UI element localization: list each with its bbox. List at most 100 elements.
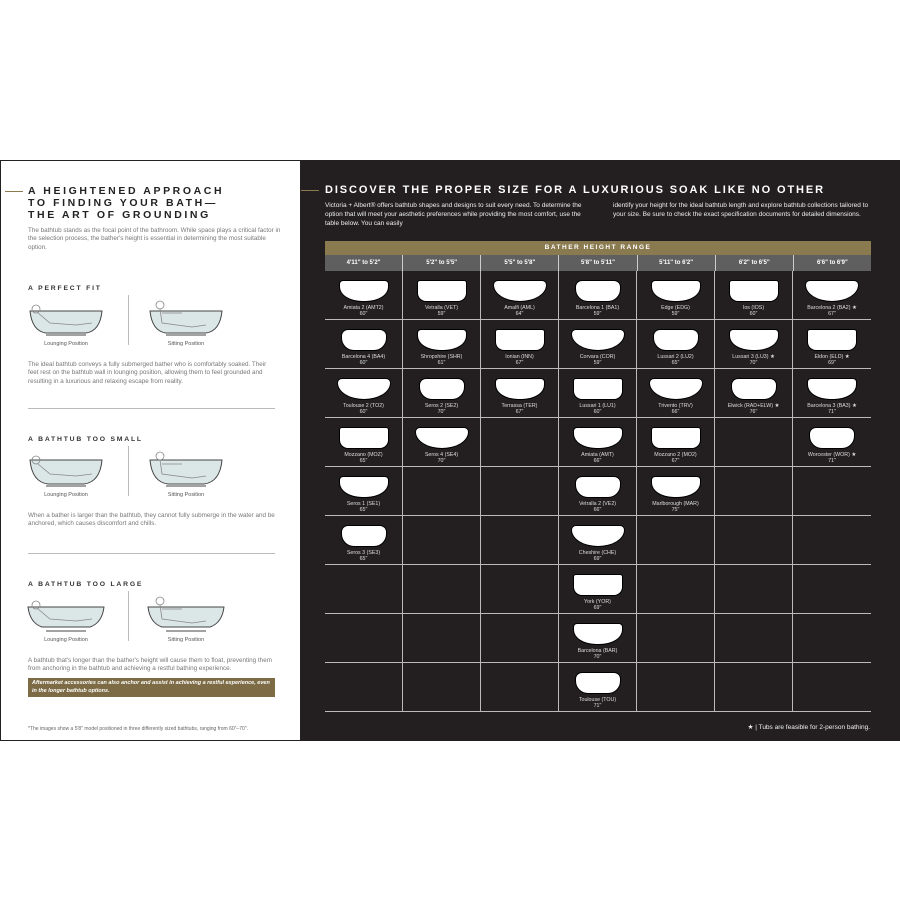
bathtub-image [419,379,464,399]
bathtub-table: Amiata 2 (AMT2) 60" Vetralla (VET) 59" Amalf… [325,271,871,712]
title-line: THE ART OF GROUNDING [28,209,211,221]
intro-text: The bathtub stands as the focal point of… [28,227,281,251]
position-caption: Sitting Position [167,341,205,347]
lounging-position-illustration [26,297,106,339]
bathtub-item[interactable]: Barcelona (BAR) 70" [559,614,637,663]
bathtub-name: Barcelona 1 (BA1) [575,305,620,311]
bathtub-image [571,526,624,546]
bathtub-length: 65" [671,360,680,366]
bathtub-item[interactable]: Ionian (INN) 67" [481,320,559,369]
bathtub-image [808,379,856,399]
right-panel: DISCOVER THE PROPER SIZE FOR A LUXURIOUS… [301,160,900,741]
bathtub-item[interactable]: Mozzano 2 (MO2) 67" [637,418,715,467]
bathtub-item[interactable]: Ios (IOS) 60" [715,271,793,320]
bathtub-name: Vetralla (VET) [425,305,458,311]
bathtub-item[interactable]: Seros 2 (SE2) 70" [403,369,481,418]
section-heading: A PERFECT FIT [28,285,102,292]
bathtub-item[interactable]: Toulouse (TOU) 71" [559,663,637,712]
bathtub-item[interactable]: Eldon (ELD) ★ 69" [793,320,871,369]
bathtub-item[interactable]: Edge (EDG) 59" [637,271,715,320]
bathtub-item[interactable]: Corvara (COR) 59" [559,320,637,369]
bathtub-length: 61" [437,360,446,366]
position-caption: Lounging Position [44,492,88,498]
table-cell [793,565,871,614]
bathtub-item[interactable]: Elwick (RAD+ELW) ★ 76" [715,369,793,418]
bathtub-length: 66" [593,458,602,464]
bathtub-item[interactable]: Vetralla (VET) 59" [403,271,481,320]
bathtub-length: 71" [593,703,602,709]
bathtub-image [417,281,466,301]
bathtub-item[interactable]: York (YOR) 69" [559,565,637,614]
bathtub-name: Seros 3 (SE3) [346,550,381,556]
bathtub-name: Edge (EDG) [661,305,690,311]
bathtub-image [341,526,386,546]
bathtub-name: Barcelona (BAR) [577,648,618,654]
bathtub-length: 67" [515,360,524,366]
bathtub-item[interactable]: Seros 1 (SE1) 65" [325,467,403,516]
table-cell [793,516,871,565]
bathtub-name: Worcester (WOR) ★ [807,452,857,458]
bathtub-length: 64" [515,311,524,317]
bathtub-item[interactable]: Barcelona 4 (BA4) 60" [325,320,403,369]
bathtub-item[interactable]: Lussari 3 (LU3) ★ 70" [715,320,793,369]
decorative-line [5,191,23,192]
table-cell [403,467,481,516]
table-cell [325,565,403,614]
position-caption: Lounging Position [44,637,88,643]
title-line: A HEIGHTENED APPROACH [28,185,225,197]
sitting-position-illustration [146,297,226,339]
height-range-column-header: 4'11" to 5'2" [325,255,404,271]
bathtub-name: Marlborough (MAR) [652,501,699,507]
bathtub-item[interactable]: Barcelona 1 (BA1) 59" [559,271,637,320]
bathtub-item[interactable]: Worcester (WOR) ★ 71" [793,418,871,467]
table-cell [715,516,793,565]
bathtub-image [729,281,778,301]
bathtub-item[interactable]: Cheshire (CHE) 69" [559,516,637,565]
illustration-divider [128,295,129,345]
bathtub-item[interactable]: Barcelona 3 (BA3) ★ 71" [793,369,871,418]
bathtub-item[interactable]: Lussari 2 (LU2) 65" [637,320,715,369]
bathtub-item[interactable]: Lussari 1 (LU1) 60" [559,369,637,418]
table-cell [481,614,559,663]
table-cell [481,565,559,614]
bathtub-item[interactable]: Shropshire (SHR) 61" [403,320,481,369]
callout-box: Aftermarket accessories can also anchor … [28,678,275,697]
bathtub-image [575,477,620,497]
bathtub-item[interactable]: Vetralla 2 (VE2) 66" [559,467,637,516]
bathtub-item[interactable]: Seros 3 (SE3) 65" [325,516,403,565]
bathtub-item[interactable]: Mozzano (MOZ) 65" [325,418,403,467]
table-cell [637,516,715,565]
bathtub-item[interactable]: Trivento (TRV) 66" [637,369,715,418]
bathtub-name: Amiata 2 (AMT2) [343,305,384,311]
bathtub-image [341,330,386,350]
sitting-position-illustration [146,593,226,635]
bathtub-item[interactable]: Seros 4 (SE4) 70" [403,418,481,467]
bathtub-item[interactable]: Barcelona 2 (BA2) ★ 67" [793,271,871,320]
bathtub-length: 70" [437,458,446,464]
bathtub-image [729,330,778,350]
bathtub-item[interactable]: Amiata 2 (AMT2) 60" [325,271,403,320]
bathtub-item[interactable]: Toulouse 2 (TO2) 60" [325,369,403,418]
bathtub-image [339,281,388,301]
bathtub-item[interactable]: Amiata (AMT) 66" [559,418,637,467]
bathtub-length: 71" [828,458,836,464]
bathtub-image [575,673,620,693]
bathtub-item[interactable]: Terrassa (TER) 67" [481,369,559,418]
bathtub-image [651,281,700,301]
height-range-column-header: 5'11" to 6'2" [638,255,716,271]
bathtub-name: Toulouse 2 (TO2) [343,403,384,409]
bathtub-length: 69" [593,605,602,611]
bathtub-item[interactable]: Marlborough (MAR) 75" [637,467,715,516]
bathtub-image [651,428,700,448]
table-cell [403,565,481,614]
table-cell [481,663,559,712]
bathtub-item[interactable]: Amalfi (AML) 64" [481,271,559,320]
table-cell [325,663,403,712]
bathtub-length: 69" [828,360,836,366]
bathtub-length: 65" [359,507,368,513]
bathtub-name: Amalfi (AML) [504,305,535,311]
section-text: When a bather is larger than the bathtub… [28,512,275,528]
bathtub-length: 67" [828,311,836,317]
section-divider [28,408,275,409]
bathtub-name: Toulouse (TOU) [578,697,617,703]
